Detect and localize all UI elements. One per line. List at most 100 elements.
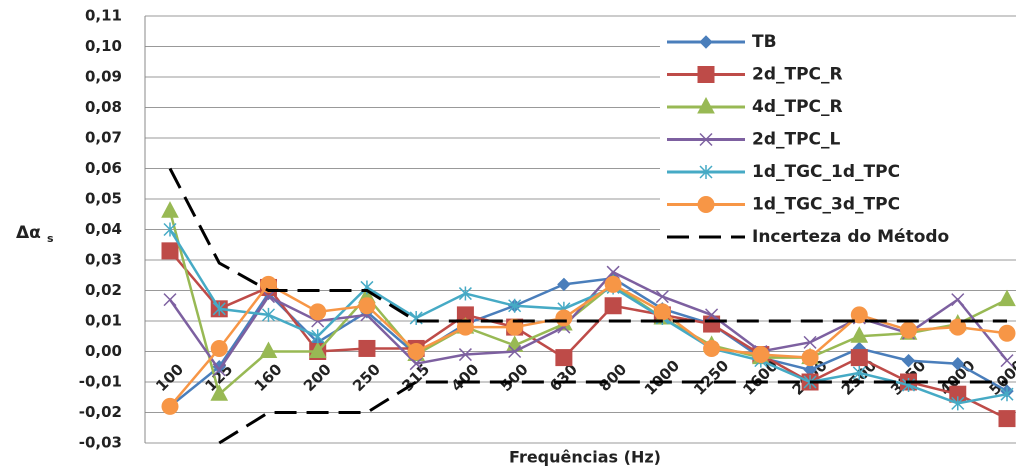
- marker: [508, 344, 522, 359]
- y-tick-label: 0,04: [85, 220, 122, 238]
- marker: [309, 303, 327, 321]
- y-tick-label: 0,08: [85, 98, 122, 116]
- marker: [261, 307, 276, 322]
- legend-marker: [699, 165, 713, 179]
- x-tick-label: 1000: [641, 357, 683, 399]
- y-tick-label: 0,03: [85, 251, 122, 269]
- x-tick-label: 200: [300, 360, 335, 395]
- marker: [161, 242, 179, 260]
- marker: [901, 353, 916, 368]
- marker: [212, 363, 226, 377]
- x-axis-label: Frequências (Hz): [509, 448, 661, 466]
- y-tick-label: 0,05: [85, 190, 122, 208]
- marker: [703, 339, 721, 357]
- series: [163, 271, 1014, 414]
- series: [168, 167, 1007, 323]
- y-tick-label: 0,02: [85, 281, 122, 299]
- y-tick-label: -0,02: [79, 403, 122, 421]
- legend-marker: [697, 96, 715, 114]
- x-tick-label: 400: [448, 360, 483, 395]
- marker: [163, 222, 177, 237]
- y-tick-label: 0,10: [85, 37, 122, 55]
- marker: [308, 341, 327, 358]
- x-tick-label: 160: [251, 360, 286, 395]
- marker: [803, 335, 817, 349]
- marker: [752, 346, 770, 364]
- marker: [852, 365, 866, 380]
- marker: [949, 318, 967, 336]
- marker: [951, 293, 965, 307]
- marker: [998, 410, 1016, 428]
- y-tick-label: 0,06: [85, 159, 122, 177]
- x-tick-label: 250: [349, 360, 384, 395]
- legend-label: 4d_TPC_R: [752, 97, 843, 117]
- x-tick-label: 800: [595, 360, 630, 395]
- marker: [655, 290, 669, 304]
- marker: [801, 349, 819, 367]
- series-line: [168, 228, 1008, 405]
- marker: [951, 396, 965, 411]
- marker: [409, 357, 423, 371]
- series-line: [169, 282, 1008, 408]
- series-line: [218, 380, 1007, 445]
- legend-label: TB: [752, 32, 777, 52]
- y-axis-label-subscript: s: [47, 232, 54, 245]
- marker: [1000, 387, 1014, 402]
- marker: [210, 384, 229, 401]
- marker: [409, 310, 423, 325]
- y-tick-label: 0,07: [85, 129, 122, 147]
- y-tick-label: -0,01: [79, 373, 122, 391]
- y-axis-label: Δα: [16, 223, 41, 243]
- marker: [358, 339, 376, 357]
- legend-marker: [697, 66, 715, 83]
- series-line: [168, 210, 1008, 397]
- marker: [506, 318, 524, 336]
- y-tick-label: 0,09: [85, 68, 122, 86]
- x-tick-label: 100: [152, 360, 187, 395]
- legend-marker: [697, 196, 715, 213]
- y-tick-label: 0,11: [85, 7, 122, 25]
- marker: [850, 326, 869, 343]
- series-line: [168, 167, 1007, 323]
- y-tick-label: 0,00: [85, 342, 122, 360]
- marker: [210, 339, 228, 357]
- marker: [458, 348, 472, 362]
- marker: [998, 324, 1016, 342]
- marker: [407, 343, 425, 360]
- legend-label: 2d_TPC_L: [752, 130, 841, 150]
- legend-label: 1d_TGC_3d_TPC: [752, 195, 900, 215]
- marker: [850, 306, 868, 324]
- x-tick-label: 500: [497, 360, 532, 395]
- marker: [311, 329, 325, 344]
- marker: [261, 290, 276, 304]
- legend-label: 2d_TPC_R: [752, 65, 843, 85]
- legend-label: Incerteza do Método: [752, 227, 949, 247]
- marker: [555, 349, 573, 367]
- marker: [557, 277, 571, 292]
- marker: [212, 301, 226, 316]
- marker: [259, 341, 278, 358]
- marker: [259, 275, 277, 293]
- marker: [604, 297, 622, 315]
- legend-label: 1d_TGC_1d_TPC: [752, 162, 900, 182]
- legend-marker: [699, 35, 713, 49]
- marker: [606, 265, 620, 279]
- marker: [508, 298, 522, 313]
- legend-marker: [699, 132, 713, 147]
- marker: [456, 318, 474, 336]
- x-tick-label: 1250: [690, 357, 732, 399]
- series: [218, 380, 1007, 445]
- y-tick-label: -0,03: [79, 434, 122, 452]
- y-tick-label: 0,01: [85, 312, 122, 330]
- marker: [1000, 354, 1014, 368]
- marker: [705, 308, 719, 322]
- marker: [161, 201, 179, 218]
- legend: TB 2d_TPC_R 4d_TPC_R 2d_TPC_L 1d_TGC_1d_TPC 1…: [660, 20, 1016, 258]
- marker: [163, 293, 177, 307]
- marker: [653, 303, 671, 321]
- marker: [998, 289, 1016, 307]
- marker: [458, 286, 472, 301]
- marker: [900, 321, 918, 339]
